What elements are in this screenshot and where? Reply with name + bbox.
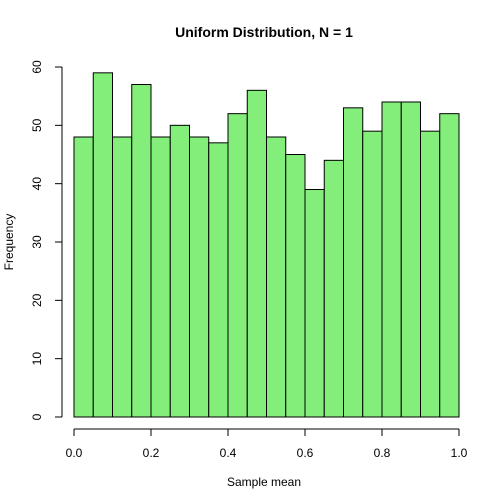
histogram-bar [73, 136, 94, 418]
histogram-bar [343, 107, 364, 418]
y-tick-label: 0 [30, 413, 44, 420]
histogram-bar [131, 84, 152, 418]
x-tick-label: 0.4 [220, 446, 237, 460]
histogram-bar [381, 101, 402, 418]
y-tick-label: 20 [30, 293, 44, 307]
x-tick-label: 1.0 [451, 446, 468, 460]
y-tick-label: 50 [30, 118, 44, 132]
histogram-bar [304, 189, 325, 418]
histogram-bar [150, 136, 171, 418]
y-axis-label: Frequency [2, 214, 16, 271]
histogram-bar [208, 142, 229, 418]
histogram-bar [400, 101, 421, 418]
y-tick-label: 10 [30, 352, 44, 366]
histogram-bar [266, 136, 287, 418]
histogram-bar [189, 136, 210, 418]
y-tick-label: 60 [30, 60, 44, 74]
histogram-bar [323, 159, 344, 418]
y-tick-label: 30 [30, 235, 44, 249]
bars-group [73, 72, 460, 418]
x-tick-label: 0.0 [66, 446, 83, 460]
x-tick-label: 0.2 [143, 446, 160, 460]
histogram-bar [362, 130, 383, 418]
histogram-bar [227, 113, 248, 418]
y-tick-label: 40 [30, 177, 44, 191]
x-axis-label: Sample mean [227, 475, 301, 489]
histogram-bar [285, 154, 306, 418]
x-axis: 0.0 0.2 0.4 0.6 0.8 1.0 [66, 428, 468, 460]
histogram-bar [112, 136, 133, 418]
histogram-bar [439, 113, 460, 418]
x-tick-label: 0.6 [297, 446, 314, 460]
y-axis: 0 10 20 30 40 50 60 [30, 60, 63, 420]
histogram-bar [246, 89, 267, 418]
histogram-bar [92, 72, 113, 418]
chart-title: Uniform Distribution, N = 1 [175, 24, 353, 40]
histogram-bar [420, 130, 441, 418]
x-tick-label: 0.8 [374, 446, 391, 460]
histogram-bar [169, 124, 190, 418]
